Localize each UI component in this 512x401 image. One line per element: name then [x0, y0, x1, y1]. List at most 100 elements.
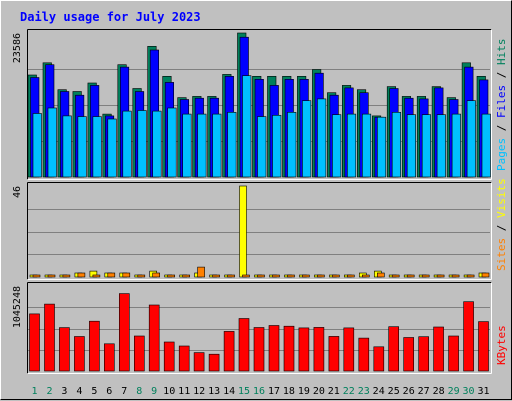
- visits-sites-bar-sites-day-8: [137, 274, 146, 278]
- x-tick-label-day-6: 6: [106, 386, 112, 397]
- visits-sites-bar-sites-day-18: [287, 274, 295, 278]
- x-tick-label-day-7: 7: [121, 386, 127, 397]
- hits-files-pages-bar-pages-day-11: [182, 113, 192, 178]
- x-tick-label-day-21: 21: [328, 386, 340, 397]
- x-tick-label-day-16: 16: [253, 386, 265, 397]
- x-tick-label-day-26: 26: [403, 386, 415, 397]
- visits-sites-bar-sites-day-28: [436, 274, 445, 278]
- visits-sites-bar-sites-day-4: [77, 272, 86, 278]
- kbytes-bar-kbytes-day-26: [403, 337, 415, 372]
- hits-files-pages-bar-pages-day-2: [47, 107, 57, 178]
- x-tick-label-day-18: 18: [283, 386, 295, 397]
- visits-sites-bar-sites-day-26: [406, 274, 415, 278]
- kbytes-bar-kbytes-day-1: [29, 313, 40, 372]
- visits-sites-bar-sites-day-2: [47, 274, 56, 278]
- kbytes-bar-kbytes-day-13: [208, 353, 220, 372]
- visits-sites-bar-sites-day-1: [32, 274, 41, 278]
- x-tick-label-day-3: 3: [61, 386, 67, 397]
- kbytes-bar-kbytes-day-25: [388, 326, 400, 372]
- visits-sites-bar-visits-day-15: [239, 185, 247, 278]
- visits-sites-bar-sites-day-15: [242, 274, 250, 278]
- kbytes-bar-kbytes-day-17: [268, 325, 280, 372]
- hits-files-pages-bar-pages-day-4: [77, 116, 87, 178]
- hits-files-pages-legend-separator: /: [495, 65, 508, 85]
- visits-sites-bar-sites-day-5: [92, 274, 101, 278]
- hits-files-pages-bar-pages-day-9: [152, 110, 162, 178]
- kbytes-bar-kbytes-day-3: [59, 327, 70, 372]
- x-tick-label-day-20: 20: [313, 386, 325, 397]
- kbytes-bar-kbytes-day-12: [193, 352, 205, 372]
- kbytes-bar-kbytes-day-24: [373, 346, 385, 372]
- x-tick-label-day-4: 4: [76, 386, 82, 397]
- kbytes-bar-kbytes-day-4: [74, 336, 85, 372]
- visits-sites-bar-sites-day-7: [122, 272, 131, 278]
- x-tick-label-day-2: 2: [46, 386, 52, 397]
- hits-files-pages-bar-pages-day-1: [32, 113, 42, 178]
- visits-sites-ymax-label: 46: [12, 186, 23, 198]
- x-tick-label-day-25: 25: [388, 386, 400, 397]
- x-tick-label-day-17: 17: [268, 386, 280, 397]
- kbytes-bar-kbytes-day-8: [134, 335, 145, 372]
- visits-sites-bar-sites-day-3: [62, 274, 71, 278]
- kbytes-bar-kbytes-day-7: [119, 293, 130, 372]
- hits-files-pages-bar-pages-day-22: [346, 113, 357, 178]
- legend-kbytes: KBytes: [495, 325, 508, 365]
- x-tick-label-day-27: 27: [418, 386, 430, 397]
- x-tick-label-day-10: 10: [163, 386, 175, 397]
- hits-files-pages-bar-pages-day-10: [167, 107, 177, 178]
- kbytes-bar-kbytes-day-20: [313, 327, 325, 372]
- hits-files-pages-bar-pages-day-15: [242, 75, 252, 178]
- hits-files-pages-bar-pages-day-18: [287, 112, 297, 178]
- chart-title: Daily usage for July 2023: [20, 10, 201, 24]
- hits-files-pages-bar-pages-day-26: [406, 114, 417, 178]
- kbytes-bar-kbytes-day-16: [253, 327, 265, 372]
- x-tick-label-day-5: 5: [91, 386, 97, 397]
- x-tick-label-day-15: 15: [238, 386, 250, 397]
- x-tick-label-day-30: 30: [462, 386, 474, 397]
- kbytes-bar-kbytes-day-9: [148, 304, 160, 372]
- visits-sites-legend-separator: /: [495, 218, 508, 238]
- hits-files-pages-bar-pages-day-3: [62, 115, 72, 178]
- hits-files-pages-bar-pages-day-29: [451, 113, 461, 178]
- x-tick-label-day-12: 12: [193, 386, 205, 397]
- hits-files-pages-bar-pages-day-6: [107, 118, 117, 178]
- hits-files-pages-legend: Pages / Files / Hits: [495, 39, 508, 172]
- legend-pages: Pages: [495, 138, 508, 171]
- visits-sites-bar-sites-day-11: [182, 274, 190, 278]
- x-tick-label-day-23: 23: [358, 386, 370, 397]
- x-tick-label-day-28: 28: [433, 386, 445, 397]
- x-tick-label-day-19: 19: [298, 386, 310, 397]
- kbytes-legend: KBytes: [495, 325, 508, 365]
- legend-hits: Hits: [495, 39, 508, 66]
- hits-files-pages-bar-pages-day-5: [92, 116, 102, 178]
- kbytes-bar-kbytes-day-5: [89, 320, 100, 372]
- visits-sites-bar-sites-day-20: [317, 274, 325, 278]
- hits-files-pages-bar-pages-day-25: [391, 112, 402, 178]
- visits-sites-bar-sites-day-19: [302, 274, 310, 278]
- kbytes-bar-kbytes-day-31: [478, 321, 489, 372]
- x-tick-label-day-24: 24: [373, 386, 385, 397]
- kbytes-bar-kbytes-day-28: [433, 326, 444, 372]
- kbytes-bar-kbytes-day-11: [178, 345, 190, 372]
- visits-sites-bar-sites-day-14: [227, 274, 235, 278]
- x-tick-label-day-14: 14: [223, 386, 235, 397]
- x-tick-label-day-11: 11: [178, 386, 190, 397]
- visits-sites-bar-sites-day-23: [361, 274, 370, 278]
- visits-sites-bar-sites-day-31: [481, 272, 490, 278]
- visits-sites-bar-sites-day-6: [107, 272, 116, 278]
- visits-sites-bar-sites-day-30: [466, 274, 475, 278]
- hits-files-pages-bar-pages-day-30: [466, 100, 476, 178]
- visits-sites-bar-sites-day-16: [257, 274, 265, 278]
- x-tick-label-day-8: 8: [136, 386, 142, 397]
- visits-sites-bar-sites-day-29: [451, 274, 460, 278]
- visits-sites-bar-sites-day-10: [167, 274, 175, 278]
- x-tick-label-day-29: 29: [448, 386, 460, 397]
- hits-files-pages-bar-pages-day-17: [272, 115, 282, 178]
- hits-files-pages-bar-pages-day-7: [122, 110, 132, 178]
- hits-files-pages-bar-pages-day-12: [197, 113, 207, 178]
- hits-files-pages-bar-pages-day-20: [317, 98, 327, 178]
- kbytes-bar-kbytes-day-14: [223, 331, 235, 372]
- visits-sites-bar-sites-day-27: [421, 274, 430, 278]
- visits-sites-bar-sites-day-25: [391, 274, 400, 278]
